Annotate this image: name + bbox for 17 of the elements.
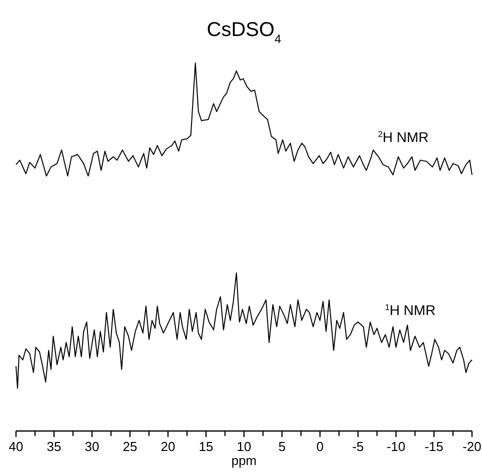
x-tick-label: -10 xyxy=(386,439,406,454)
x-tick-label: 5 xyxy=(278,439,286,454)
x-axis-title: ppm xyxy=(231,453,257,468)
x-tick-label: -5 xyxy=(352,439,364,454)
x-tick-label: 25 xyxy=(122,439,138,454)
chart-title: CsDSO$_{4}$ xyxy=(206,19,282,46)
x-tick-label: -15 xyxy=(424,439,444,454)
x-tick-label: 0 xyxy=(316,439,324,454)
x-tick-label: -20 xyxy=(462,439,482,454)
x-tick-label: 30 xyxy=(84,439,100,454)
series-label: $^{1}$H NMR xyxy=(385,302,436,318)
x-tick-label: 10 xyxy=(236,439,252,454)
x-tick-label: 40 xyxy=(8,439,24,454)
x-tick-label: 15 xyxy=(198,439,214,454)
series-label: $^{2}$H NMR xyxy=(378,129,429,145)
x-tick-label: 35 xyxy=(46,439,62,454)
x-tick-label: 20 xyxy=(160,439,176,454)
